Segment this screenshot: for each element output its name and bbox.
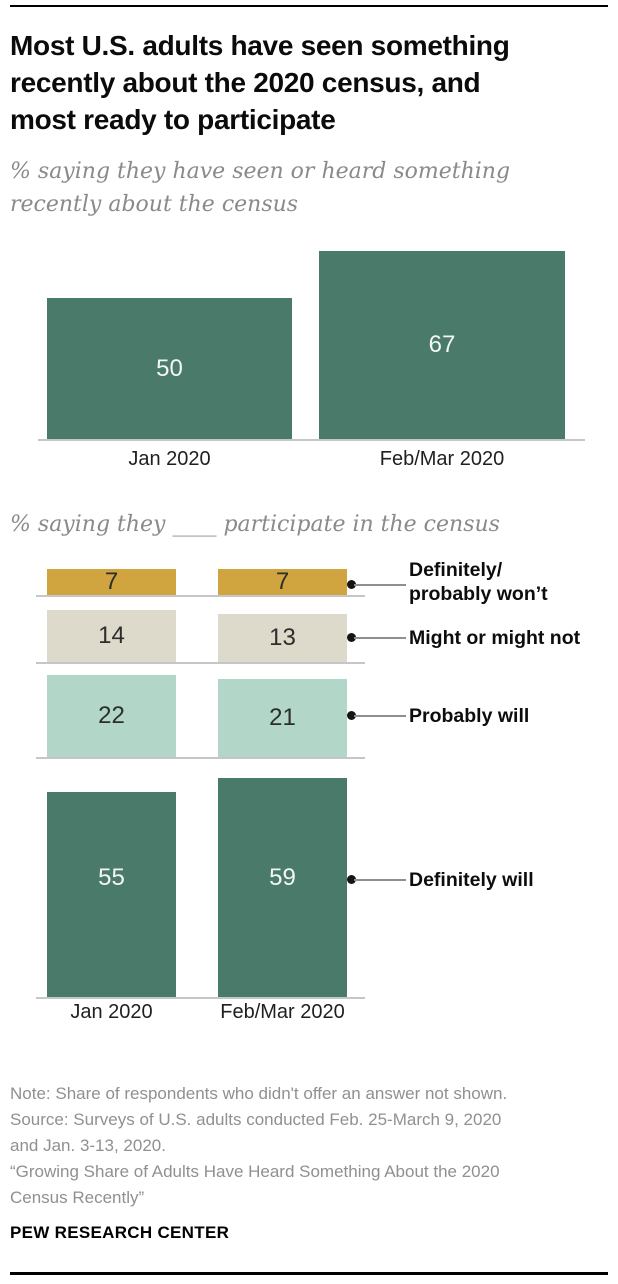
title-line: recently about the 2020 census, and [10, 67, 481, 98]
leader-dot [347, 875, 356, 884]
chart2-row-baseline [36, 757, 365, 759]
leader-line [354, 879, 406, 881]
series-label-line: Definitely/ [409, 559, 503, 581]
chart1-subtitle: % saying they have seen or heard somethi… [10, 155, 612, 221]
chart2-row-baseline [36, 662, 365, 664]
chart2-might-bar-febmar: 13 [218, 614, 347, 662]
series-label-probably: Probably will [409, 705, 530, 727]
chart2-subtitle: % saying they ____ participate in the ce… [10, 512, 500, 537]
chart1-tick-febmar2020: Feb/Mar 2020 [379, 448, 505, 470]
chart2-wont-bar-jan: 7 [47, 568, 176, 595]
note-line: Source: Surveys of U.S. adults conducted… [10, 1110, 502, 1129]
note-line: Census Recently” [10, 1188, 145, 1207]
leader-dot [347, 711, 356, 720]
series-label-definitely: Definitely will [409, 869, 534, 891]
chart1-tick-jan2020: Jan 2020 [128, 448, 211, 470]
bar-value-label: 14 [98, 622, 125, 649]
bar-value-label: 13 [269, 624, 296, 651]
chart2-definitely-bar-jan: 55 [47, 792, 176, 997]
note-source-text: Note: Share of respondents who didn't of… [10, 1081, 612, 1211]
subtitle-line: % saying they have seen or heard somethi… [10, 159, 511, 184]
series-label-might: Might or might not [409, 627, 581, 649]
bar-value-label: 22 [98, 702, 125, 729]
leader-dot [347, 580, 356, 589]
leader-line [354, 584, 406, 586]
chart2-might-bar-jan: 14 [47, 610, 176, 662]
chart2-tick-febmar2020: Feb/Mar 2020 [220, 1001, 345, 1023]
top-rule [10, 5, 608, 7]
series-label-line: probably won’t [409, 583, 548, 605]
bar-value-label: 50 [156, 354, 183, 382]
chart2-probably-bar-jan: 22 [47, 675, 176, 757]
bar-value-label: 59 [269, 864, 296, 891]
bar-value-label: 21 [269, 704, 296, 731]
bar-value-label: 67 [428, 331, 456, 358]
title-line: Most U.S. adults have seen something [10, 30, 510, 61]
title-line: most ready to participate [10, 104, 336, 135]
leader-dot [347, 633, 356, 642]
chart2-definitely-bar-febmar: 59 [218, 778, 347, 997]
chart1-baseline [38, 439, 585, 441]
bar-value-label: 7 [104, 568, 119, 595]
chart2-tick-jan2020: Jan 2020 [70, 1001, 153, 1023]
chart2-probably-bar-febmar: 21 [218, 679, 347, 757]
note-line: Note: Share of respondents who didn't of… [10, 1084, 508, 1103]
bottom-rule [10, 1272, 608, 1275]
subtitle-line: recently about the census [10, 192, 299, 217]
chart1-bar-febmar2020: 67 [319, 251, 565, 439]
chart2-row-baseline [36, 595, 365, 597]
chart1-bar-jan2020: 50 [47, 298, 292, 439]
leader-line [354, 637, 406, 639]
series-label-wont: Definitely/ probably won’t [409, 558, 614, 606]
note-line: and Jan. 3-13, 2020. [10, 1136, 166, 1155]
bar-value-label: 7 [275, 568, 290, 595]
note-line: “Growing Share of Adults Have Heard Some… [10, 1162, 500, 1181]
chart2-row-baseline [36, 997, 365, 999]
chart2-wont-bar-febmar: 7 [218, 568, 347, 595]
bar-value-label: 55 [98, 864, 125, 891]
leader-line [354, 715, 406, 717]
page-title: Most U.S. adults have seen something rec… [10, 27, 612, 138]
pew-research-center-wordmark: PEW RESEARCH CENTER [10, 1223, 230, 1242]
